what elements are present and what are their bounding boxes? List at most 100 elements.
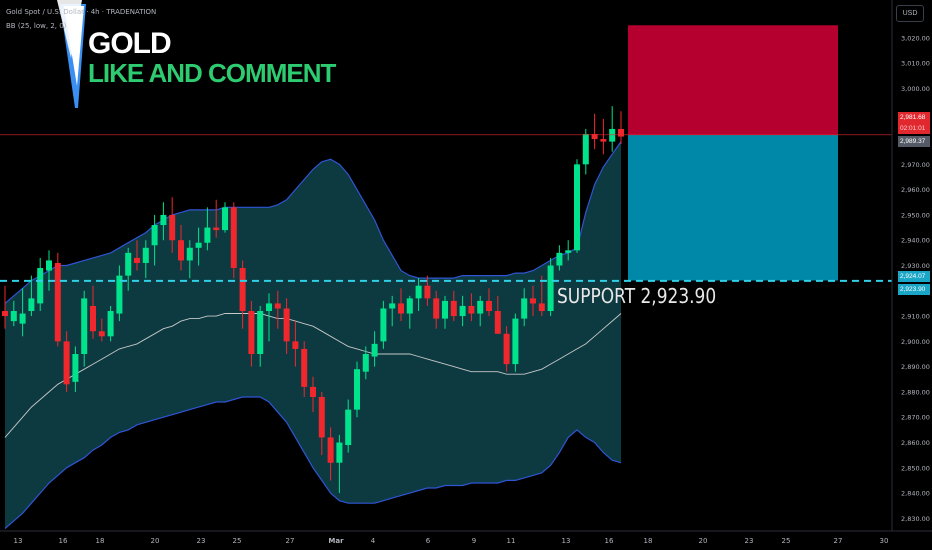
candle[interactable] [380, 300, 387, 349]
candle[interactable] [151, 214, 158, 266]
time-tick-label: 27 [834, 537, 843, 545]
candle[interactable] [213, 199, 220, 238]
candle[interactable] [178, 225, 184, 271]
support-level-tag: 2,923.90 [898, 284, 930, 295]
candle[interactable] [574, 159, 580, 253]
time-tick-label: 18 [644, 537, 653, 545]
candle[interactable] [503, 326, 510, 372]
candle[interactable] [442, 295, 448, 329]
candle[interactable] [134, 240, 140, 271]
candle[interactable] [54, 252, 61, 347]
candle[interactable] [19, 288, 26, 337]
candle[interactable] [257, 305, 264, 367]
support-annotation: SUPPORT 2,923.90 [557, 284, 717, 308]
candle[interactable] [415, 278, 422, 312]
candle[interactable] [107, 305, 114, 342]
candle[interactable] [204, 207, 211, 251]
candle[interactable] [186, 240, 193, 279]
candle[interactable] [142, 240, 149, 279]
band-fill [5, 141, 621, 529]
candle[interactable] [169, 197, 176, 253]
candle[interactable] [318, 391, 325, 456]
candle[interactable] [195, 227, 202, 266]
bar-countdown-tag: 02:01:01 [898, 123, 930, 134]
candle[interactable] [398, 288, 404, 322]
candle[interactable] [2, 285, 8, 329]
candle[interactable] [530, 285, 536, 317]
candle[interactable] [354, 361, 360, 418]
candle[interactable] [424, 275, 431, 306]
time-tick-label: 9 [472, 537, 476, 545]
take-profit-zone[interactable] [628, 134, 838, 281]
candles [2, 106, 624, 494]
candle[interactable] [81, 290, 88, 367]
candle[interactable] [310, 376, 316, 413]
candle[interactable] [160, 202, 167, 241]
candle[interactable] [362, 346, 369, 380]
candle[interactable] [116, 265, 123, 322]
candle[interactable] [283, 298, 290, 354]
candle[interactable] [521, 288, 528, 327]
candle[interactable] [371, 331, 378, 367]
candle[interactable] [556, 245, 563, 271]
candle[interactable] [98, 318, 105, 342]
candle[interactable] [468, 293, 475, 322]
candle[interactable] [486, 288, 492, 317]
candle[interactable] [222, 202, 228, 233]
symbol-legend[interactable]: Gold Spot / U.S. Dollar · 4h · TRADENATI… [6, 8, 157, 16]
time-tick-label: 11 [507, 537, 516, 545]
candle[interactable] [248, 300, 255, 367]
candle[interactable] [336, 434, 343, 494]
time-tick-label: 16 [605, 537, 614, 545]
current-price-tag: 2,981.68 [898, 112, 930, 123]
candle[interactable] [582, 128, 589, 175]
band-lower-line [4, 396, 622, 529]
candle[interactable] [494, 295, 501, 334]
candle[interactable] [239, 260, 246, 329]
candle[interactable] [345, 399, 352, 453]
price-tick-label: 2,840.00 [901, 490, 930, 498]
candle[interactable] [292, 321, 299, 367]
candle[interactable] [450, 290, 457, 322]
candle[interactable] [37, 257, 44, 312]
candle[interactable] [618, 111, 624, 145]
price-tick-label: 2,940.00 [901, 237, 930, 245]
candle[interactable] [547, 257, 554, 317]
time-axis[interactable]: 13 16 18 20 23 25 27 Mar 4 6 9 11 13 16 18 20 23 25 27 30 [14, 537, 889, 545]
time-tick-label: 4 [371, 537, 376, 545]
support-price-tag: 2,924.07 [898, 271, 930, 282]
candle[interactable] [125, 247, 132, 291]
candle[interactable] [10, 300, 17, 327]
candle[interactable] [327, 427, 334, 481]
candle[interactable] [90, 285, 96, 339]
candle[interactable] [72, 346, 79, 392]
price-tick-label: 2,880.00 [901, 388, 930, 396]
price-tick-label: 2,950.00 [901, 211, 930, 219]
candle[interactable] [274, 290, 281, 329]
candle[interactable] [565, 240, 572, 261]
candle[interactable] [406, 295, 413, 329]
currency-unit-button[interactable]: USD [896, 5, 924, 22]
band-basis-line [4, 313, 622, 438]
indicator-legend[interactable]: BB (25, low, 2, 0) [6, 22, 67, 30]
candle[interactable] [230, 202, 237, 279]
candle[interactable] [389, 295, 396, 327]
price-tick-label: 3,010.00 [901, 60, 930, 68]
stop-loss-zone[interactable] [628, 25, 838, 135]
candle[interactable] [538, 275, 545, 317]
candle[interactable] [266, 293, 272, 342]
time-tick-label: 25 [233, 537, 242, 545]
candle[interactable] [46, 250, 52, 291]
time-tick-label: 13 [562, 537, 571, 545]
candle[interactable] [477, 295, 484, 327]
candle[interactable] [433, 290, 440, 329]
candle[interactable] [591, 113, 598, 150]
candle[interactable] [600, 118, 607, 155]
candle[interactable] [459, 295, 466, 327]
candle[interactable] [609, 106, 616, 152]
candle[interactable] [512, 313, 519, 372]
candle[interactable] [301, 341, 308, 397]
candle[interactable] [28, 275, 35, 317]
candle[interactable] [63, 331, 70, 392]
